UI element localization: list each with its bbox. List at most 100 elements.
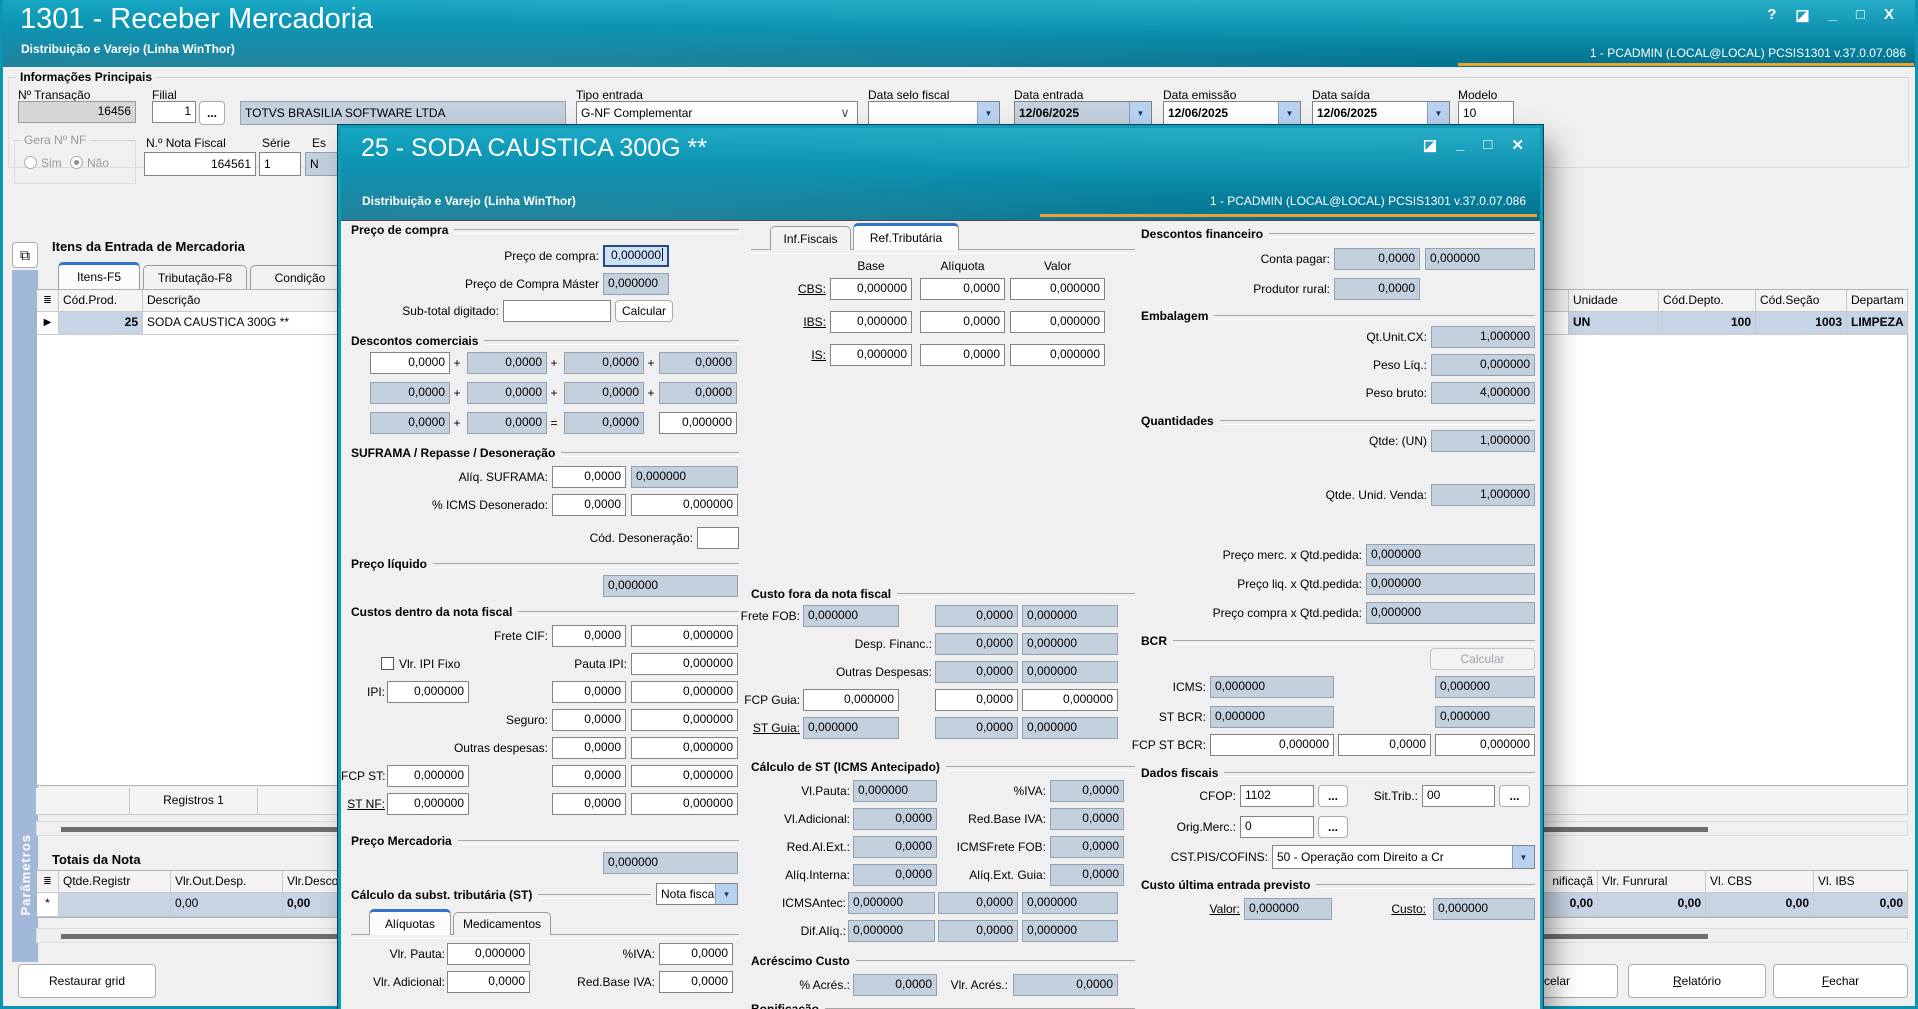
fcp-st-base-field[interactable]: 0,000000 (387, 765, 469, 787)
seguro-valor-field[interactable]: 0,000000 (631, 709, 738, 731)
tab-medicamentos[interactable]: Medicamentos (453, 912, 551, 935)
vlr-pauta-field[interactable]: 0,000000 (447, 943, 530, 965)
data-saida-combo[interactable]: 12/06/2025 ▼ (1312, 101, 1450, 125)
data-entrada-combo[interactable]: 12/06/2025 ▼ (1014, 101, 1152, 125)
frete-cif-valor-field[interactable]: 0,000000 (631, 625, 738, 647)
fechar-button[interactable]: Fechar (1773, 964, 1908, 998)
sit-trib-lookup-button[interactable]: ... (1499, 785, 1530, 807)
dropdown-icon[interactable]: ▼ (1512, 846, 1534, 868)
ipi-pct-field[interactable]: 0,0000 (552, 681, 626, 703)
help-icon[interactable]: ? (1767, 6, 1777, 23)
ibs-link[interactable]: IBS: (803, 315, 826, 329)
is-aliquota-field[interactable]: 0,0000 (920, 344, 1005, 366)
dropdown-icon[interactable]: ▼ (1427, 102, 1449, 124)
calcular-subtotal-button[interactable]: Calcular (615, 300, 673, 322)
fcp-st-pct-field[interactable]: 0,0000 (552, 765, 626, 787)
grid-menu-icon[interactable]: ≣ (37, 871, 59, 893)
cbs-aliquota-field[interactable]: 0,0000 (920, 278, 1005, 300)
fcp-guia-pct-field[interactable]: 0,0000 (935, 689, 1018, 711)
ibs-valor-field[interactable]: 0,000000 (1010, 311, 1105, 333)
cbs-link[interactable]: CBS: (797, 282, 826, 296)
nota-fiscal-combo[interactable]: Nota fiscal ▼ (656, 883, 738, 905)
cfop-lookup-button[interactable]: ... (1318, 785, 1348, 807)
fcp-st-bcr-base-field[interactable]: 0,000000 (1210, 734, 1334, 756)
restaurar-grid-button[interactable]: Restaurar grid (18, 964, 156, 998)
subtotal-field[interactable] (503, 300, 611, 322)
tab-condicao[interactable]: Condição (250, 265, 350, 289)
outras-despesas-valor-field[interactable]: 0,000000 (631, 737, 738, 759)
filial-field[interactable]: 1 (152, 101, 196, 123)
dropdown-icon[interactable]: ▼ (715, 884, 737, 904)
desconto-valor-field[interactable]: 0,000000 (659, 412, 737, 434)
st-nf-valor-field[interactable]: 0,000000 (631, 793, 738, 815)
tab-aliquotas[interactable]: Alíquotas (369, 909, 451, 935)
fcp-st-bcr-pct-field[interactable]: 0,0000 (1338, 734, 1431, 756)
cod-desoneracao-field[interactable] (697, 527, 739, 549)
is-valor-field[interactable]: 0,000000 (1010, 344, 1105, 366)
minimize-icon[interactable]: _ (1828, 6, 1837, 23)
orig-merc-lookup-button[interactable]: ... (1318, 816, 1348, 838)
fcp-guia-base-field[interactable]: 0,000000 (803, 689, 899, 711)
vlr-ipi-fixo-checkbox[interactable] (381, 657, 394, 670)
fcp-guia-valor-field[interactable]: 0,000000 (1022, 689, 1118, 711)
custo-link[interactable]: Custo: (1391, 902, 1426, 916)
icms-desonerado-pct-field[interactable]: 0,0000 (552, 494, 626, 516)
dropdown-icon[interactable]: ▼ (977, 102, 999, 124)
is-link[interactable]: IS: (811, 348, 826, 362)
st-guia-link[interactable]: ST Guia: (752, 721, 800, 735)
close-icon[interactable]: X (1883, 6, 1894, 23)
st-nf-link[interactable]: ST NF: (347, 797, 385, 811)
tab-ref-tributaria[interactable]: Ref.Tributária (853, 223, 959, 250)
maximize-icon[interactable]: □ (1483, 136, 1493, 153)
sit-trib-field[interactable]: 00 (1422, 785, 1495, 807)
preco-compra-field[interactable]: 0,000000 (603, 245, 669, 267)
tab-itens-f5[interactable]: Itens-F5 (58, 262, 140, 289)
aliq-suframa-pct-field[interactable]: 0,0000 (552, 466, 626, 488)
is-base-field[interactable]: 0,000000 (830, 344, 912, 366)
filial-lookup-button[interactable]: ... (199, 101, 225, 125)
seguro-pct-field[interactable]: 0,0000 (552, 709, 626, 731)
chevron-down-icon[interactable]: ∨ (840, 105, 850, 120)
tab-tributacao-f8[interactable]: Tributação-F8 (143, 265, 247, 289)
ipi-base-field[interactable]: 0,000000 (387, 681, 469, 703)
icms-desonerado-valor-field[interactable]: 0,000000 (631, 494, 738, 516)
data-selo-combo[interactable]: ▼ (868, 101, 1000, 125)
serie-field[interactable]: 1 (259, 152, 301, 176)
ipi-valor-field[interactable]: 0,000000 (631, 681, 738, 703)
cfop-field[interactable]: 1102 (1240, 785, 1314, 807)
pin-icon[interactable]: ◪ (1422, 137, 1438, 154)
dropdown-icon[interactable]: ▼ (1278, 102, 1300, 124)
nota-fiscal-field[interactable]: 164561 (144, 152, 256, 176)
st-nf-pct-field[interactable]: 0,0000 (552, 793, 626, 815)
relatorio-button[interactable]: Relatório (1628, 964, 1766, 998)
pin-icon[interactable]: ◪ (1795, 7, 1810, 24)
ibs-base-field[interactable]: 0,000000 (830, 311, 912, 333)
cst-pis-cofins-combo[interactable]: 50 - Operação com Direito a Cr ▼ (1272, 845, 1535, 869)
data-emissao-combo[interactable]: 12/06/2025 ▼ (1163, 101, 1301, 125)
orig-merc-field[interactable]: 0 (1240, 816, 1314, 838)
cbs-base-field[interactable]: 0,000000 (830, 278, 912, 300)
iva-field[interactable]: 0,0000 (659, 943, 733, 965)
maximize-icon[interactable]: □ (1855, 6, 1865, 23)
detach-panel-button[interactable]: ⧉ (12, 242, 38, 268)
valor-link[interactable]: Valor: (1209, 902, 1240, 916)
desconto-1-field[interactable]: 0,0000 (370, 352, 450, 374)
cbs-valor-field[interactable]: 0,000000 (1010, 278, 1105, 300)
ibs-aliquota-field[interactable]: 0,0000 (920, 311, 1005, 333)
sidebar-parametros[interactable]: Parâmetros (12, 270, 38, 962)
tipo-entrada-combo[interactable]: G-NF Complementar ∨ (576, 101, 858, 125)
vlr-adicional-field[interactable]: 0,0000 (447, 971, 530, 993)
minimize-icon[interactable]: _ (1456, 136, 1465, 153)
fcp-st-valor-field[interactable]: 0,000000 (631, 765, 738, 787)
grid-menu-icon[interactable]: ≣ (37, 290, 59, 312)
st-nf-base-field[interactable]: 0,000000 (387, 793, 469, 815)
pauta-ipi-field[interactable]: 0,000000 (631, 653, 738, 675)
frete-cif-pct-field[interactable]: 0,0000 (552, 625, 626, 647)
fcp-st-bcr-valor-field[interactable]: 0,000000 (1435, 734, 1535, 756)
dropdown-icon[interactable]: ▼ (1129, 102, 1151, 124)
red-base-iva-field[interactable]: 0,0000 (659, 971, 733, 993)
close-icon[interactable]: ✕ (1511, 137, 1524, 154)
modelo-field[interactable]: 10 (1458, 101, 1514, 125)
tab-inf-fiscais[interactable]: Inf.Fiscais (770, 226, 851, 250)
cancelar-button[interactable]: celar (1540, 964, 1618, 998)
